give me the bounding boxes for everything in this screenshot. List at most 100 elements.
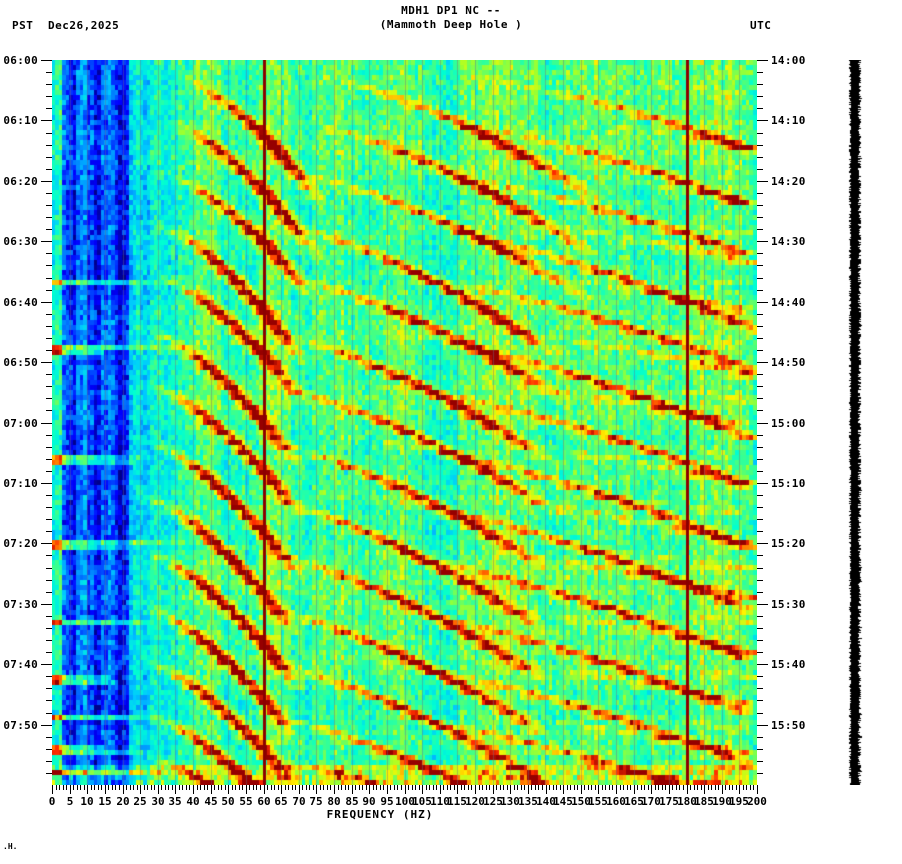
time-tick-minor-left [46, 435, 52, 436]
time-tick-minor-right [757, 676, 763, 677]
freq-tick-minor [242, 785, 243, 790]
time-label-utc: 15:00 [771, 417, 806, 430]
time-tick-minor-left [46, 398, 52, 399]
time-tick-minor-left [46, 386, 52, 387]
freq-tick-minor [94, 785, 95, 790]
time-tick-major-left [41, 664, 52, 665]
freq-tick-minor [292, 785, 293, 790]
time-tick-major-left [41, 423, 52, 424]
time-tick-minor-left [46, 338, 52, 339]
time-tick-minor-right [757, 531, 763, 532]
time-tick-minor-left [46, 229, 52, 230]
freq-tick-minor [521, 785, 522, 790]
freq-label: 30 [151, 795, 165, 808]
time-tick-minor-right [757, 652, 763, 653]
freq-tick-minor [66, 785, 67, 790]
freq-tick-minor [750, 785, 751, 790]
freq-tick-minor [503, 785, 504, 790]
time-tick-major-left [41, 241, 52, 242]
freq-tick-major [175, 785, 176, 794]
time-tick-minor-left [46, 290, 52, 291]
freq-tick-minor [560, 785, 561, 790]
freq-tick-minor [697, 785, 698, 790]
freq-tick-minor [151, 785, 152, 790]
freq-tick-minor [694, 785, 695, 790]
freq-tick-minor [362, 785, 363, 790]
header-title-block: MDH1 DP1 NC -- (Mammoth Deep Hole ) [0, 4, 902, 32]
time-tick-minor-left [46, 447, 52, 448]
freq-tick-minor [218, 785, 219, 790]
time-tick-minor-right [757, 640, 763, 641]
freq-label: 55 [239, 795, 253, 808]
freq-tick-minor [394, 785, 395, 790]
freq-tick-minor [718, 785, 719, 790]
time-tick-major-left [41, 543, 52, 544]
freq-tick-minor [112, 785, 113, 790]
time-tick-minor-right [757, 447, 763, 448]
freq-tick-minor [309, 785, 310, 790]
freq-tick-minor [320, 785, 321, 790]
freq-tick-minor [274, 785, 275, 790]
freq-tick-major [70, 785, 71, 794]
time-tick-minor-left [46, 652, 52, 653]
time-tick-major-right [757, 302, 768, 303]
freq-tick-major [546, 785, 547, 794]
freq-label: 200 [747, 795, 767, 808]
freq-tick-minor [556, 785, 557, 790]
time-tick-minor-right [757, 616, 763, 617]
freq-tick-minor [366, 785, 367, 790]
freq-tick-major [651, 785, 652, 794]
freq-tick-minor [323, 785, 324, 790]
time-tick-major-right [757, 543, 768, 544]
freq-tick-minor [725, 785, 726, 790]
freq-tick-minor [172, 785, 173, 790]
freq-tick-major [616, 785, 617, 794]
time-tick-minor-right [757, 108, 763, 109]
freq-tick-minor [535, 785, 536, 790]
time-tick-minor-right [757, 700, 763, 701]
freq-tick-minor [454, 785, 455, 790]
freq-tick-minor [683, 785, 684, 790]
freq-label: 5 [66, 795, 74, 808]
freq-label: 75 [309, 795, 323, 808]
freq-label: 95 [380, 795, 394, 808]
freq-tick-minor [214, 785, 215, 790]
freq-tick-minor [130, 785, 131, 790]
time-tick-minor-left [46, 108, 52, 109]
freq-tick-minor [168, 785, 169, 790]
time-tick-minor-left [46, 133, 52, 134]
freq-label: 195 [729, 795, 749, 808]
time-tick-minor-right [757, 592, 763, 593]
freq-tick-minor [662, 785, 663, 790]
time-tick-minor-right [757, 410, 763, 411]
freq-tick-minor [479, 785, 480, 790]
freq-tick-major [722, 785, 723, 794]
freq-tick-minor [690, 785, 691, 790]
freq-tick-major [316, 785, 317, 794]
time-tick-minor-left [46, 459, 52, 460]
time-tick-minor-left [46, 640, 52, 641]
spectrogram-plot[interactable] [52, 60, 757, 785]
freq-label: 120 [465, 795, 485, 808]
freq-tick-minor [517, 785, 518, 790]
time-tick-minor-right [757, 713, 763, 714]
freq-tick-major [246, 785, 247, 794]
time-tick-minor-right [757, 193, 763, 194]
freq-label: 140 [536, 795, 556, 808]
freq-tick-minor [330, 785, 331, 790]
time-tick-minor-left [46, 592, 52, 593]
freq-label: 165 [624, 795, 644, 808]
time-tick-major-right [757, 181, 768, 182]
spectrogram-canvas[interactable] [52, 60, 757, 785]
freq-tick-minor [239, 785, 240, 790]
freq-tick-minor [620, 785, 621, 790]
freq-tick-major [405, 785, 406, 794]
freq-label: 180 [677, 795, 697, 808]
freq-tick-minor [676, 785, 677, 790]
freq-tick-major [669, 785, 670, 794]
freq-tick-minor [655, 785, 656, 790]
freq-tick-minor [679, 785, 680, 790]
freq-tick-minor [126, 785, 127, 790]
time-tick-minor-right [757, 96, 763, 97]
freq-tick-major [457, 785, 458, 794]
